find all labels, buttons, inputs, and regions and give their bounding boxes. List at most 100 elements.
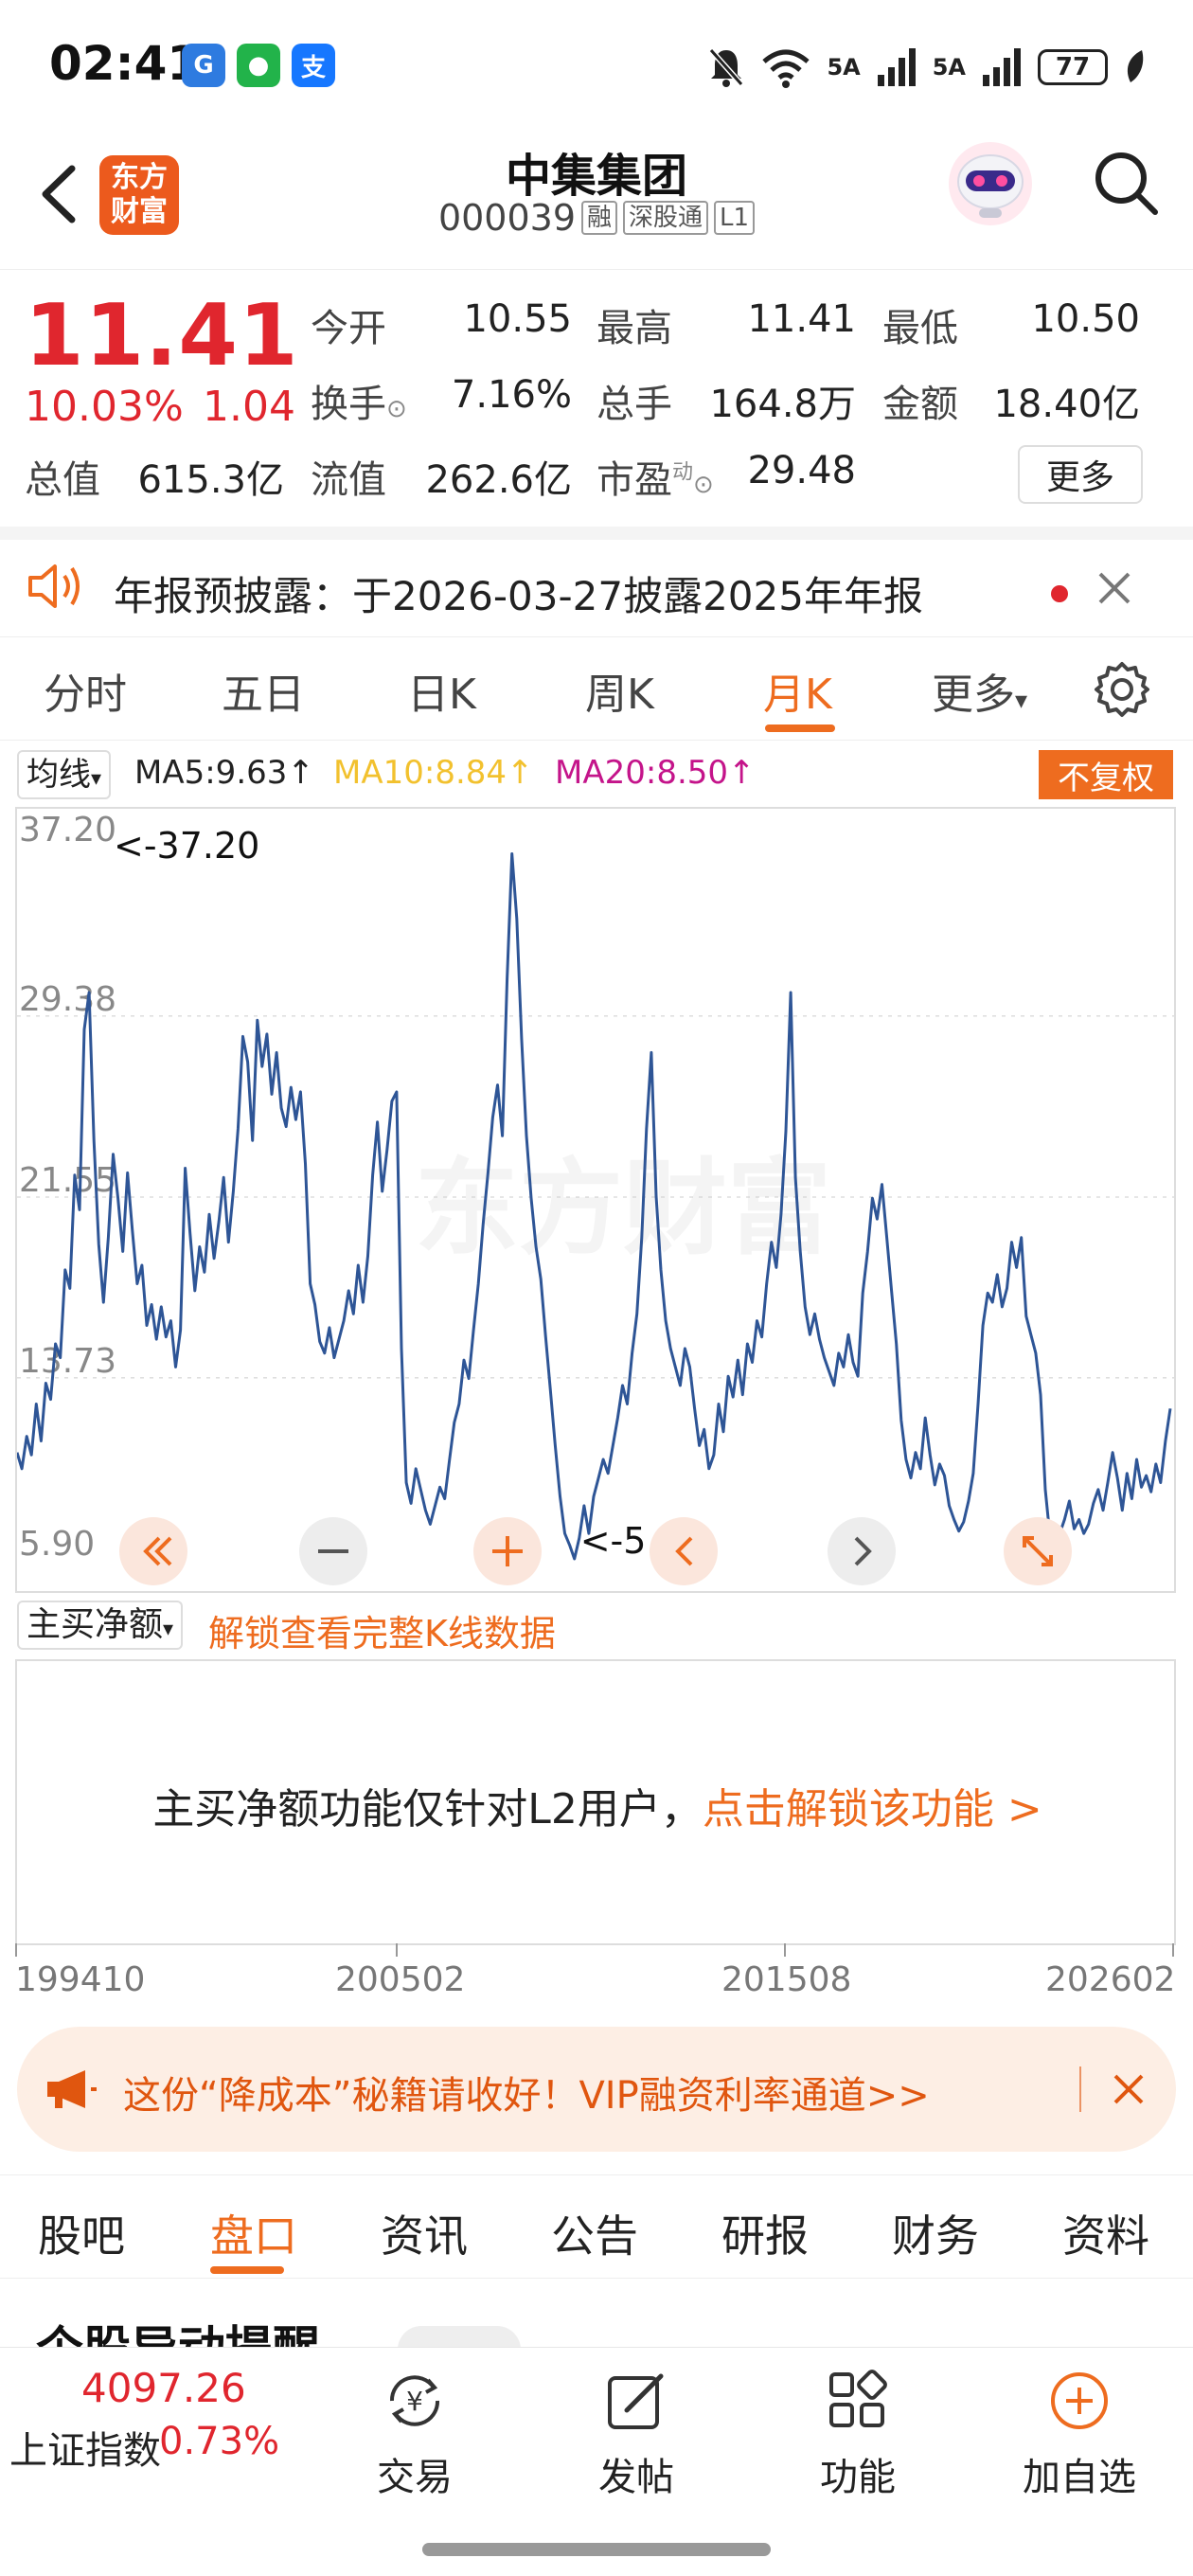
- indicator-select-label: 均线: [27, 756, 91, 794]
- value-high: 11.41: [747, 297, 856, 341]
- label-volume: 总手: [596, 383, 672, 426]
- tab-intraday[interactable]: 分时: [44, 671, 127, 719]
- next-button[interactable]: [828, 1517, 896, 1585]
- value-pe: 29.48: [747, 449, 856, 492]
- status-icons: 5A 5A 77: [707, 42, 1146, 93]
- change-amount: 1.04: [203, 383, 295, 431]
- label-pe[interactable]: 市盈动⊙: [596, 449, 714, 504]
- sub-indicator-select[interactable]: 主买净额▾: [17, 1601, 184, 1650]
- tag-connect: 深股通: [623, 201, 709, 235]
- x-label-2: 200502: [335, 1960, 466, 1999]
- tab-weekly-k[interactable]: 周K: [585, 671, 654, 719]
- chart-watermark: 东方财富: [415, 1148, 831, 1269]
- x-label-4: 202602: [1045, 1960, 1176, 1999]
- x-tick: [396, 1943, 398, 1957]
- dropdown-triangle-icon: ▾: [163, 1618, 174, 1641]
- quote-panel: 11.41 10.03% 1.04 今开 10.55 最高 11.41 最低 1…: [0, 271, 1193, 527]
- indicator-select[interactable]: 均线▾: [17, 750, 112, 799]
- prev-button[interactable]: [650, 1517, 718, 1585]
- compose-icon: [608, 2373, 664, 2429]
- tab-news[interactable]: 资讯: [381, 2210, 468, 2262]
- label-high: 最高: [596, 307, 672, 350]
- nav-add-label: 加自选: [1023, 2456, 1136, 2499]
- ma-legend-row: 均线▾ MA5:9.63↑ MA10:8.84↑ MA20:8.50↑ 不复权: [0, 750, 1193, 803]
- adjust-mode-button[interactable]: 不复权: [1039, 750, 1173, 799]
- pe-sup: 动: [672, 460, 694, 485]
- info-icon[interactable]: ⊙: [386, 395, 407, 423]
- active-detail-underline: [210, 2266, 284, 2274]
- fast-back-button[interactable]: [119, 1517, 187, 1585]
- signal-label-2: 5A: [932, 54, 966, 80]
- zoom-in-button[interactable]: [473, 1517, 542, 1585]
- back-arrow-icon[interactable]: [28, 161, 95, 227]
- svg-text:¥: ¥: [406, 2386, 423, 2417]
- tag-margin: 融: [581, 201, 618, 235]
- tab-announcements[interactable]: 公告: [551, 2210, 638, 2262]
- sub-indicator-row: 主买净额▾ 解锁查看完整K线数据: [0, 1601, 1193, 1655]
- l2-only-message: 主买净额功能仅针对L2用户，点击解锁该功能 >: [17, 1775, 1178, 1835]
- stock-name: 中集集团: [505, 150, 687, 203]
- ma10-legend: MA10:8.84↑: [333, 754, 534, 792]
- kline-chart[interactable]: 东方财富 37.20 29.38 21.55 13.73 5.90 <-37.20 <-…: [15, 807, 1176, 1593]
- y-tick-label: 5.90: [19, 1525, 95, 1564]
- close-icon[interactable]: [1096, 570, 1132, 606]
- nav-trade[interactable]: ¥ 交易: [329, 2367, 500, 2501]
- search-icon[interactable]: [1091, 148, 1161, 218]
- chevron-right-icon: [854, 1536, 872, 1566]
- nav-functions[interactable]: 功能: [773, 2367, 943, 2501]
- tab-order-book[interactable]: 盘口: [210, 2210, 297, 2262]
- value-amount: 18.40亿: [993, 383, 1140, 426]
- notice-bar[interactable]: 年报预披露：于2026-03-27披露2025年年报: [0, 527, 1193, 636]
- value-low: 10.50: [1031, 297, 1140, 341]
- label-amount: 金额: [882, 383, 958, 426]
- stock-code: 000039: [437, 197, 576, 239]
- promo-banner[interactable]: 这份“降成本”秘籍请收好！VIP融资利率通道>>: [17, 2027, 1176, 2152]
- expand-button[interactable]: [1004, 1517, 1072, 1585]
- label-turnover[interactable]: 换手⊙: [311, 373, 407, 428]
- stock-header: 东方 财富 中集集团 000039 融 深股通 L1: [0, 133, 1193, 270]
- tab-financials[interactable]: 财务: [892, 2210, 979, 2262]
- signal-bars-icon: [877, 48, 916, 86]
- tab-forum[interactable]: 股吧: [38, 2210, 125, 2262]
- index-widget[interactable]: 4097.26 上证指数 0.73%: [0, 2348, 279, 2509]
- eastmoney-logo[interactable]: 东方 财富: [99, 155, 179, 235]
- y-tick-label: 37.20: [19, 811, 116, 850]
- label-float-cap: 流值: [311, 458, 386, 502]
- chevron-left-icon: [675, 1536, 693, 1566]
- tab-five-day[interactable]: 五日: [222, 671, 305, 719]
- ma20-legend: MA20:8.50↑: [555, 754, 756, 792]
- nav-post[interactable]: 发帖: [551, 2367, 721, 2501]
- tab-more[interactable]: 更多▾: [932, 660, 1027, 721]
- dropdown-triangle-icon: ▾: [1015, 687, 1028, 715]
- nav-add-watchlist[interactable]: 加自选: [994, 2367, 1165, 2501]
- max-price-label: <-37.20: [114, 825, 259, 867]
- chart-grid: [17, 1015, 1174, 1379]
- last-price: 11.41: [25, 286, 299, 385]
- x-axis: 199410 200502 201508 202602: [0, 1943, 1193, 2008]
- settings-gear-icon[interactable]: [1093, 660, 1151, 719]
- signal-label-1: 5A: [827, 54, 861, 80]
- info-icon-pe[interactable]: ⊙: [693, 471, 714, 499]
- index-change-pct: 0.73%: [159, 2420, 280, 2463]
- tab-research[interactable]: 研报: [721, 2210, 809, 2262]
- unlock-feature-link[interactable]: 点击解锁该功能 >: [702, 1785, 1042, 1834]
- tab-monthly-k[interactable]: 月K: [763, 671, 832, 719]
- grid-apps-icon: [829, 2370, 887, 2427]
- ma5-legend: MA5:9.63↑: [134, 754, 314, 792]
- unlock-kline-link[interactable]: 解锁查看完整K线数据: [208, 1613, 556, 1655]
- status-time: 02:41: [49, 36, 201, 91]
- x-tick: [15, 1943, 17, 1957]
- x-tick: [784, 1943, 786, 1957]
- value-float-cap: 262.6亿: [425, 458, 572, 502]
- stock-code-row: 000039 融 深股通 L1: [0, 197, 1193, 239]
- robot-assistant-icon[interactable]: [945, 138, 1036, 229]
- more-quote-button[interactable]: 更多: [1018, 445, 1143, 504]
- zoom-out-button[interactable]: [299, 1517, 367, 1585]
- wifi-icon: [762, 49, 810, 88]
- tab-profile[interactable]: 资料: [1062, 2210, 1149, 2262]
- promo-close-icon[interactable]: [1112, 2072, 1146, 2106]
- home-indicator[interactable]: [422, 2543, 771, 2556]
- tab-daily-k[interactable]: 日K: [407, 671, 476, 719]
- label-pe-text: 市盈: [596, 458, 672, 502]
